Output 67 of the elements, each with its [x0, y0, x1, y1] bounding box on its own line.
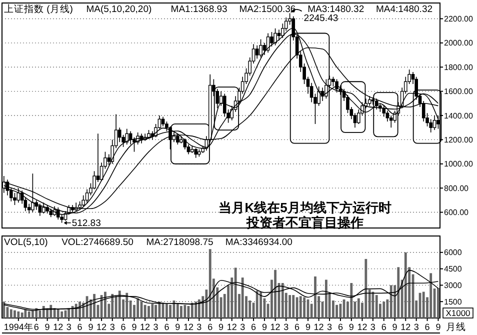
x-tick-label: 9 [392, 322, 398, 332]
x-tick-label: 12 [400, 322, 411, 332]
annotation: MA3:1480.32 [308, 4, 364, 15]
x-tick-label: 3 [240, 322, 246, 332]
chart-title: 上证指数 (月线) [4, 3, 73, 15]
annotation: 512.83 [72, 218, 101, 229]
x-tick-label: 6 [424, 322, 430, 332]
x-tick-label: 6 [251, 322, 256, 332]
y-tick-label: 1200.00 [444, 135, 474, 144]
x-tick-label: 3 [110, 322, 115, 332]
x-tick-label: 3 [284, 322, 289, 332]
y-tick-label: 6000 [444, 248, 462, 258]
x-tick-label: 9 [88, 322, 94, 332]
x-tick-label: 12 [183, 322, 194, 332]
y-tick-label: 2200.00 [444, 14, 474, 24]
x-axis-title: 月线 [446, 321, 466, 333]
y-tick-label: 1600.00 [444, 87, 474, 96]
x-tick-label: 6 [381, 322, 386, 332]
y-tick-label: 2000.00 [444, 38, 474, 48]
y-tick-label: 1000.00 [444, 160, 474, 169]
annotation: 2245.43 [304, 13, 338, 24]
y-tick-label: 1400.00 [444, 111, 474, 120]
x-tick-label: 3 [370, 322, 376, 332]
x-tick-label: 12 [226, 322, 237, 332]
annotation: MA1:1368.93 [170, 4, 228, 15]
x-tick-label: 9 [175, 322, 180, 332]
y-tick-label: 4500 [444, 264, 462, 274]
annotation: VOL:2746689.50 [62, 237, 134, 248]
annotation: MA2:1500.36 [239, 4, 296, 15]
annotation: MA4:1480.32 [376, 4, 433, 15]
x-tick-label: 9 [436, 322, 441, 332]
x-tick-label: 12 [96, 322, 107, 332]
x-tick-label: 12 [140, 322, 150, 332]
x-tick-label: 6 [208, 322, 213, 332]
x-tick-label: 6 [120, 322, 126, 332]
annotation: VOL(5,10) [4, 237, 48, 248]
x-tick-label: 9 [262, 322, 267, 332]
x-tick-label: 12 [357, 322, 368, 332]
x-tick-label: 9 [305, 322, 310, 332]
x-tick-label: 12 [53, 322, 64, 332]
x-tick-label: 9 [132, 322, 137, 332]
x-tick-label: 1994年 [4, 322, 33, 332]
annotation: MA:2718098.75 [146, 237, 214, 248]
x-tick-label: 6 [338, 322, 343, 332]
y-tick-label: 1500 [444, 297, 462, 306]
x-tick-label: 9 [348, 322, 354, 332]
x-tick-label: 3 [414, 322, 419, 332]
x-tick-label: 12 [314, 322, 324, 332]
x-tick-label: 9 [218, 322, 224, 332]
y-axis-title: X1000 [446, 308, 471, 318]
x-tick-label: 6 [294, 322, 300, 332]
x-tick-label: 6 [34, 322, 39, 332]
x-tick-label: 6 [164, 322, 170, 332]
annotation: MA(5,10,20,20) [86, 4, 152, 15]
x-tick-label: 3 [196, 322, 202, 332]
y-tick-label: 3000 [444, 281, 462, 290]
x-tick-label: 3 [327, 322, 332, 332]
annotation: MA:3346934.00 [225, 237, 292, 248]
x-tick-label: 3 [66, 322, 72, 332]
annotation: 当月K线在5月均线下方运行时 [218, 200, 392, 215]
y-tick-label: 1800.00 [444, 62, 474, 72]
y-tick-label: 800.00 [444, 184, 470, 193]
y-tick-label: 600.00 [444, 208, 470, 218]
x-tick-label: 6 [77, 322, 82, 332]
x-tick-label: 12 [270, 322, 280, 332]
x-tick-label: 9 [44, 322, 50, 332]
x-tick-label: 3 [153, 322, 158, 332]
